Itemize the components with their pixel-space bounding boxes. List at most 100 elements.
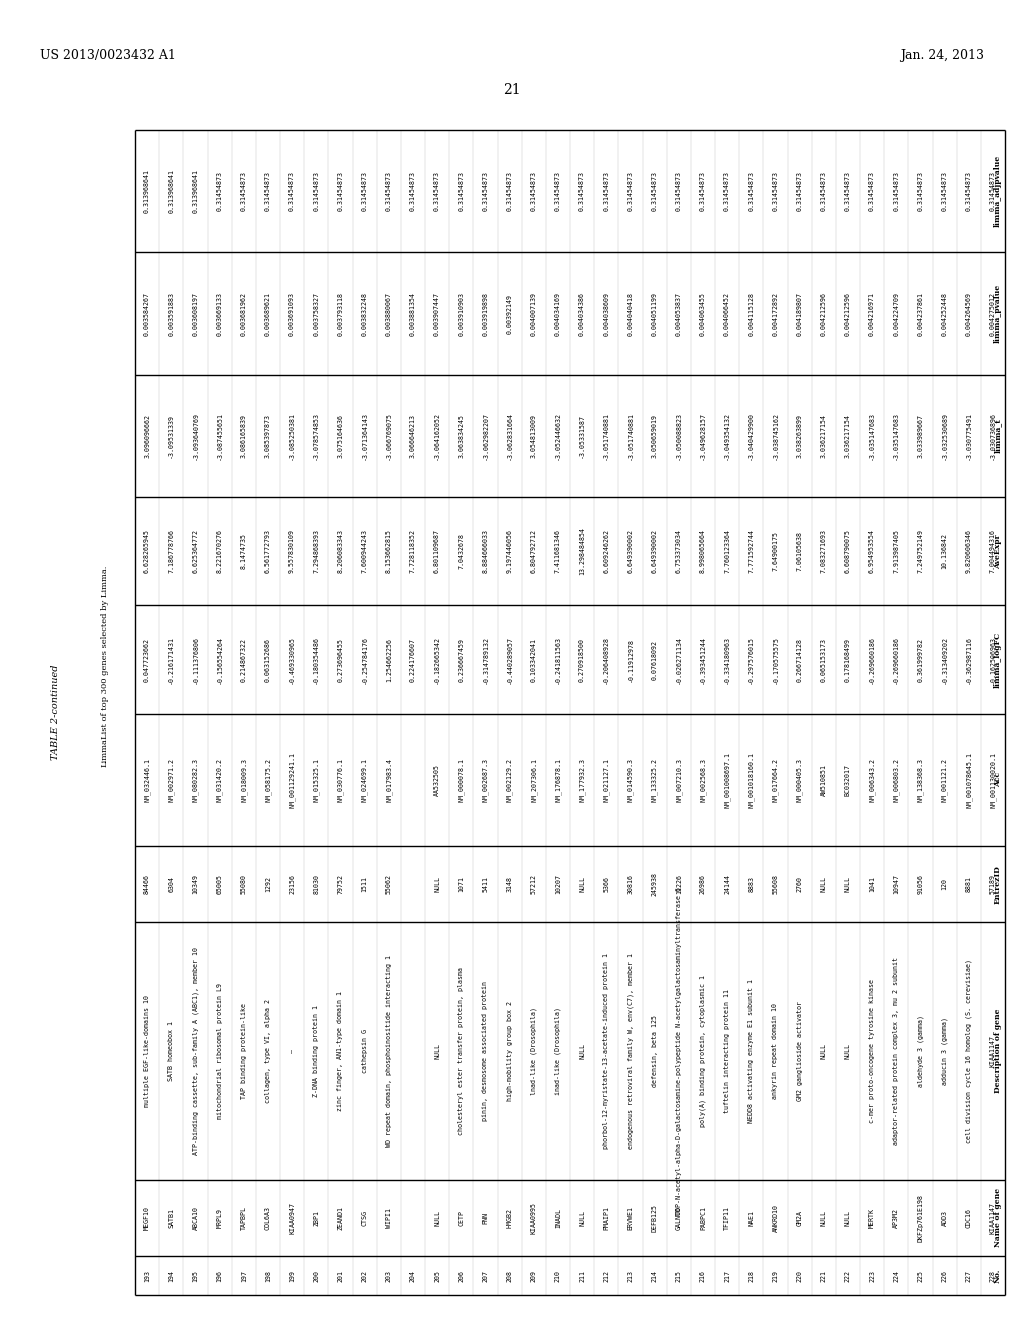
Text: cell division cycle 16 homolog (S. cerevisiae): cell division cycle 16 homolog (S. cerev… bbox=[966, 960, 972, 1143]
Text: 0.31454873: 0.31454873 bbox=[530, 172, 537, 211]
Text: NULL: NULL bbox=[845, 1210, 851, 1226]
Text: endogenous retroviral family W, env(C7), member 1: endogenous retroviral family W, env(C7),… bbox=[627, 953, 634, 1148]
Text: 55062: 55062 bbox=[386, 874, 392, 894]
Text: 216: 216 bbox=[700, 1270, 706, 1282]
Text: tuftelin interacting protein 11: tuftelin interacting protein 11 bbox=[724, 989, 730, 1113]
Text: -3.085250381: -3.085250381 bbox=[289, 412, 295, 459]
Text: 0.003681962: 0.003681962 bbox=[241, 292, 247, 335]
Text: ZEAND1: ZEAND1 bbox=[338, 1206, 343, 1230]
Text: 0.003832248: 0.003832248 bbox=[361, 292, 368, 335]
Text: NM_001121.2: NM_001121.2 bbox=[941, 758, 948, 803]
Text: NM_000405.3: NM_000405.3 bbox=[797, 758, 803, 803]
Text: 0.004212596: 0.004212596 bbox=[845, 292, 851, 335]
Text: 3.038263899: 3.038263899 bbox=[797, 414, 803, 458]
Text: No.: No. bbox=[994, 1269, 1002, 1283]
Text: ankyrin repeat domain 10: ankyrin repeat domain 10 bbox=[772, 1003, 778, 1100]
Text: 225: 225 bbox=[918, 1270, 924, 1282]
Text: limma_adjpvalue: limma_adjpvalue bbox=[994, 154, 1002, 227]
Text: limma_t: limma_t bbox=[994, 418, 1002, 453]
Text: ABCA10: ABCA10 bbox=[193, 1206, 199, 1230]
Text: MEGF10: MEGF10 bbox=[144, 1206, 151, 1230]
Text: -3.05331587: -3.05331587 bbox=[580, 414, 585, 458]
Text: 207: 207 bbox=[482, 1270, 488, 1282]
Text: —: — bbox=[289, 1049, 295, 1053]
Text: 1071: 1071 bbox=[459, 876, 464, 892]
Text: 7.64900175: 7.64900175 bbox=[772, 531, 778, 572]
Text: KIAA0947: KIAA0947 bbox=[289, 1201, 295, 1234]
Text: 7.249752149: 7.249752149 bbox=[918, 529, 924, 573]
Text: 0.003881354: 0.003881354 bbox=[410, 292, 416, 335]
Text: 0.004252448: 0.004252448 bbox=[942, 292, 947, 335]
Text: 0.31454873: 0.31454873 bbox=[797, 172, 803, 211]
Text: -3.030736896: -3.030736896 bbox=[990, 412, 996, 459]
Text: 0.004007139: 0.004007139 bbox=[530, 292, 537, 335]
Text: 3.066646213: 3.066646213 bbox=[410, 414, 416, 458]
Text: multiple EGF-like-domains 10: multiple EGF-like-domains 10 bbox=[144, 995, 151, 1107]
Text: 9.197446056: 9.197446056 bbox=[507, 529, 513, 573]
Text: 0.31454873: 0.31454873 bbox=[869, 172, 876, 211]
Text: -0.11912978: -0.11912978 bbox=[628, 638, 634, 681]
Text: 0.214867322: 0.214867322 bbox=[241, 638, 247, 681]
Text: 0.103342041: 0.103342041 bbox=[530, 638, 537, 681]
Text: -0.269660186: -0.269660186 bbox=[869, 636, 876, 684]
Text: NM_002568.3: NM_002568.3 bbox=[699, 758, 707, 803]
Text: Z-DNA binding protein 1: Z-DNA binding protein 1 bbox=[313, 1005, 319, 1097]
Text: NM_006803.2: NM_006803.2 bbox=[893, 758, 899, 803]
Text: 3.036217154: 3.036217154 bbox=[821, 414, 826, 458]
Text: 221: 221 bbox=[821, 1270, 826, 1282]
Text: 0.004038609: 0.004038609 bbox=[603, 292, 609, 335]
Text: -0.180354486: -0.180354486 bbox=[313, 636, 319, 684]
Text: 0.004172892: 0.004172892 bbox=[772, 292, 778, 335]
Text: 13.298484854: 13.298484854 bbox=[580, 527, 585, 576]
Text: -0.206408928: -0.206408928 bbox=[603, 636, 609, 684]
Text: 201: 201 bbox=[338, 1270, 343, 1282]
Text: 217: 217 bbox=[724, 1270, 730, 1282]
Text: 0.004115128: 0.004115128 bbox=[749, 292, 755, 335]
Text: 6.649390002: 6.649390002 bbox=[628, 529, 634, 573]
Text: 203: 203 bbox=[386, 1270, 392, 1282]
Text: 0.31454873: 0.31454873 bbox=[313, 172, 319, 211]
Text: 0.31454873: 0.31454873 bbox=[651, 172, 657, 211]
Text: 0.31454873: 0.31454873 bbox=[482, 172, 488, 211]
Text: NM_015325.1: NM_015325.1 bbox=[313, 758, 319, 803]
Text: defensin, beta 125: defensin, beta 125 bbox=[651, 1015, 657, 1086]
Text: GM2 ganglioside activator: GM2 ganglioside activator bbox=[797, 1001, 803, 1101]
Text: 6.954953554: 6.954953554 bbox=[869, 529, 876, 573]
Text: CETP: CETP bbox=[459, 1210, 464, 1226]
Text: COL6A3: COL6A3 bbox=[265, 1206, 271, 1230]
Text: 1.254662256: 1.254662256 bbox=[386, 638, 392, 681]
Text: high-mobility group box 2: high-mobility group box 2 bbox=[507, 1001, 513, 1101]
Text: -3.032530689: -3.032530689 bbox=[942, 412, 947, 459]
Text: 57189: 57189 bbox=[990, 874, 996, 894]
Text: 0.004216971: 0.004216971 bbox=[869, 292, 876, 335]
Text: 0.004053837: 0.004053837 bbox=[676, 292, 682, 335]
Text: 0.270918500: 0.270918500 bbox=[580, 638, 585, 681]
Text: 0.313968641: 0.313968641 bbox=[168, 169, 174, 213]
Text: TAP binding protein-like: TAP binding protein-like bbox=[241, 1003, 247, 1100]
Text: 7.411681346: 7.411681346 bbox=[555, 529, 561, 573]
Text: 0.31454873: 0.31454873 bbox=[265, 172, 271, 211]
Text: 10349: 10349 bbox=[193, 874, 199, 894]
Text: 5366: 5366 bbox=[603, 876, 609, 892]
Text: Limma: Limma bbox=[101, 738, 109, 767]
Text: 206: 206 bbox=[459, 1270, 464, 1282]
Text: 7.186778766: 7.186778766 bbox=[168, 529, 174, 573]
Text: 6.625364772: 6.625364772 bbox=[193, 529, 199, 573]
Text: NM_002687.3: NM_002687.3 bbox=[482, 758, 488, 803]
Text: NULL: NULL bbox=[434, 1043, 440, 1059]
Text: 0.004034169: 0.004034169 bbox=[555, 292, 561, 335]
Text: -0.297576015: -0.297576015 bbox=[749, 636, 755, 684]
Text: -3.030775491: -3.030775491 bbox=[966, 412, 972, 459]
Text: -0.162506963: -0.162506963 bbox=[990, 636, 996, 684]
Text: NM_177932.3: NM_177932.3 bbox=[579, 758, 586, 803]
Text: 0.004212596: 0.004212596 bbox=[821, 292, 826, 335]
Text: 0.003608197: 0.003608197 bbox=[193, 292, 199, 335]
Text: ADD3: ADD3 bbox=[942, 1210, 947, 1226]
Text: TFIP11: TFIP11 bbox=[724, 1206, 730, 1230]
Text: -0.216171431: -0.216171431 bbox=[168, 636, 174, 684]
Text: 0.31454873: 0.31454873 bbox=[966, 172, 972, 211]
Text: 0.003919898: 0.003919898 bbox=[482, 292, 488, 335]
Text: NM_031420.2: NM_031420.2 bbox=[216, 758, 223, 803]
Text: 196: 196 bbox=[217, 1270, 222, 1282]
Text: -0.334180963: -0.334180963 bbox=[724, 636, 730, 684]
